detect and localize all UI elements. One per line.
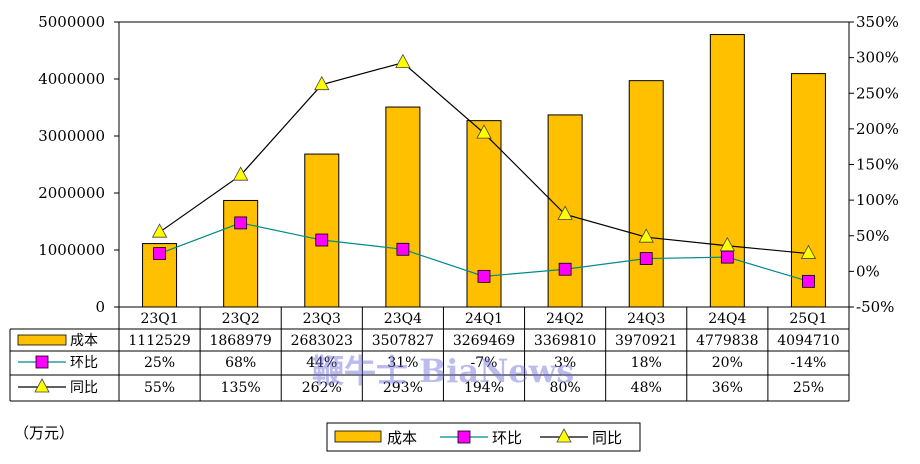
legend-label-同比: 同比 [592,429,622,447]
bar-23Q2 [223,199,259,308]
point-环比-24Q1 [477,269,491,283]
data-label: 48% [631,380,662,396]
data-label: 3269469 [453,333,515,349]
data-label: 194% [464,380,504,396]
data-label: 68% [225,355,256,371]
category-label: 24Q2 [546,311,584,327]
data-label: 3507827 [372,333,434,349]
left-axis-tick-label: 1000000 [38,241,105,259]
bar-25Q1 [790,73,826,308]
right-axis-tick-label: 150% [856,156,899,174]
legend-label-环比: 环比 [492,429,522,447]
point-同比-23Q3 [314,75,330,91]
right-axis-tick-label: 50% [856,227,889,245]
bar-24Q4 [709,34,745,308]
data-label: 2683023 [291,333,353,349]
right-axis-tick-label: -50% [856,298,894,316]
left-axis-tick-label: 2000000 [38,184,105,202]
data-label: 1112529 [128,333,190,349]
data-label: 3970921 [615,333,677,349]
bar-23Q3 [304,153,340,308]
data-label: 4094710 [777,333,839,349]
category-label: 23Q2 [222,311,260,327]
bar-23Q4 [385,106,421,308]
right-axis-tick-label: 200% [856,120,899,138]
point-环比-24Q2 [558,262,572,276]
data-label: 20% [712,355,743,371]
watermark: 鞭牛士 BiaNews [312,352,574,390]
point-同比-23Q4 [395,53,411,69]
right-axis-tick-label: 350% [856,13,899,31]
point-环比-24Q4 [720,250,734,264]
right-axis-tick-label: 300% [856,49,899,67]
data-label: 18% [631,355,662,371]
data-label: -7% [471,355,498,371]
table-key-marker-同比 [34,378,50,393]
legend-label-成本: 成本 [387,429,417,447]
data-label: 1868979 [209,333,271,349]
category-label: 24Q1 [465,311,503,327]
data-label: 135% [221,380,261,396]
data-label: 31% [387,355,418,371]
legend-key-marker-环比 [457,430,471,444]
table-row-name: 成本 [70,333,98,349]
category-label: 24Q3 [627,311,665,327]
data-label: -14% [791,355,827,371]
data-label: 4779838 [696,333,758,349]
category-label: 23Q1 [140,311,178,327]
left-axis-tick-label: 5000000 [38,13,105,31]
category-label: 23Q4 [384,311,422,327]
data-label: 3% [554,355,576,371]
point-同比-23Q2 [232,166,249,181]
legend-key-成本 [334,430,382,443]
data-label: 80% [550,380,581,396]
left-axis-tick-label: 0 [95,298,105,316]
category-label: 24Q4 [708,311,746,327]
point-同比-24Q3 [638,228,654,243]
data-label: 44% [306,355,337,371]
point-同比-24Q2 [557,205,573,220]
table-row-name: 环比 [70,355,98,371]
point-环比-23Q4 [396,242,410,256]
unit-label: （万元） [14,424,74,442]
legend-key-marker-同比 [556,428,572,443]
point-同比-24Q4 [719,236,736,252]
right-axis-tick-label: 0% [856,262,880,280]
right-axis-tick-label: 250% [856,84,899,102]
left-axis-tick-label: 3000000 [38,127,105,145]
category-label: 25Q1 [789,311,827,327]
data-label: 293% [383,380,423,396]
point-环比-23Q2 [234,216,248,230]
left-axis-tick-label: 4000000 [38,70,105,88]
table-key-成本 [17,334,67,346]
data-label: 3369810 [534,333,596,349]
data-label: 25% [144,355,175,371]
point-环比-24Q3 [639,252,653,265]
data-label: 25% [793,380,824,396]
point-同比-25Q1 [800,244,817,259]
table-key-marker-环比 [35,355,49,369]
point-同比-24Q1 [476,124,492,139]
bar-24Q3 [628,80,664,308]
table-row-name: 同比 [70,380,98,396]
data-label: 262% [302,380,342,396]
right-axis-tick-label: 100% [856,191,899,209]
category-label: 23Q3 [303,311,341,327]
point-环比-23Q3 [315,233,329,247]
data-label: 55% [144,380,175,396]
point-同比-23Q1 [151,223,168,238]
point-环比-25Q1 [802,274,815,288]
point-环比-23Q1 [153,247,166,260]
data-label: 36% [712,380,743,396]
